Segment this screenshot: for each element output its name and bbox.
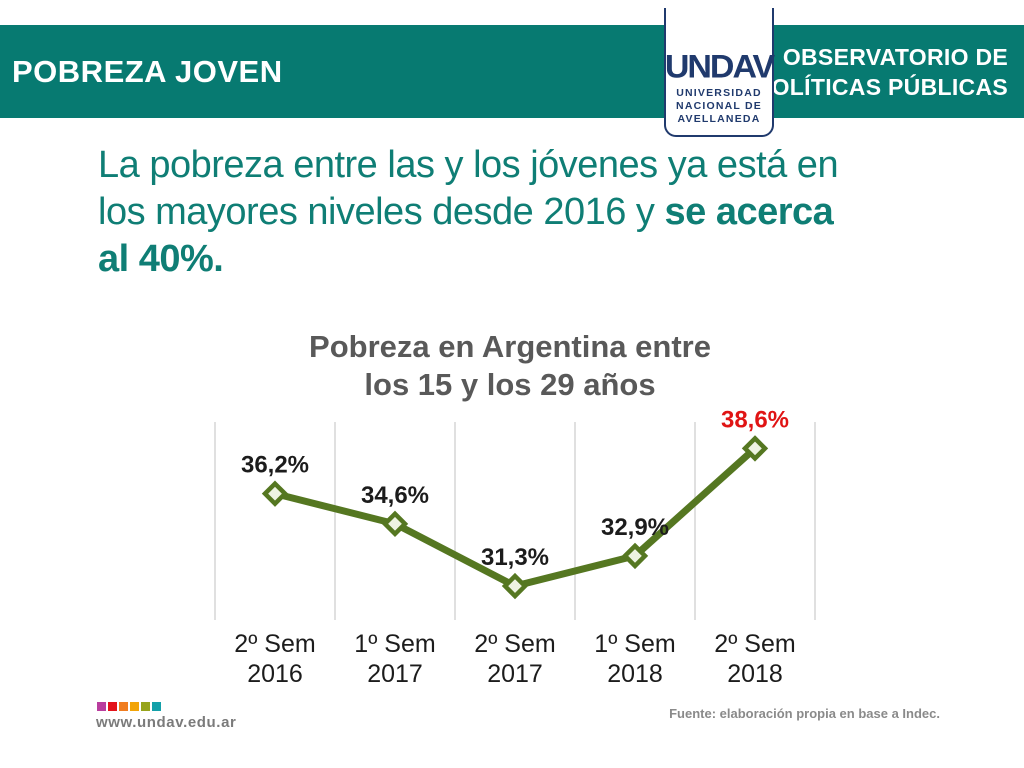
color-dot <box>108 702 117 711</box>
undav-logo-name: UNIVERSIDAD NACIONAL DE AVELLANEDA <box>676 87 762 126</box>
data-point-label: 31,3% <box>481 544 549 571</box>
x-axis-label: 1º Sem 2017 <box>354 630 435 688</box>
undav-logo: UNDAV UNIVERSIDAD NACIONAL DE AVELLANEDA <box>664 8 775 137</box>
data-point-marker <box>261 480 289 507</box>
x-axis-label: 2º Sem 2017 <box>474 630 555 688</box>
chart-title-line1: Pobreza en Argentina entre <box>309 329 711 364</box>
undav-logo-name-line2: NACIONAL DE <box>676 100 762 112</box>
color-dot <box>152 702 161 711</box>
source-note: Fuente: elaboración propia en base a Ind… <box>669 706 940 721</box>
organization-name-line1: OBSERVATORIO DE <box>782 43 1008 70</box>
data-point-marker <box>381 510 409 538</box>
data-point-label: 36,2% <box>241 452 309 479</box>
poverty-trend-line-chart: 36,2% 34,6% 31,3% 32,9% 38,6% 2º Sem 2016 1º Se… <box>214 406 816 688</box>
chart-title-line2: los 15 y los 29 años <box>364 367 656 402</box>
organization-name: OBSERVATORIO DE POLÍTICAS PÚBLICAS <box>756 25 1008 118</box>
undav-logo-name-line1: UNIVERSIDAD <box>676 87 762 99</box>
headline-emphasis-2: al 40%. <box>98 238 224 280</box>
headline-line1: La pobreza entre las y los jóvenes ya es… <box>98 144 839 186</box>
header-bar: POBREZA JOVEN OBSERVATORIO DE POLÍTICAS … <box>0 25 1024 118</box>
data-point-label: 32,9% <box>601 514 669 541</box>
footer-dots <box>97 702 161 711</box>
data-point-marker <box>621 542 649 570</box>
data-point-marker <box>501 572 529 600</box>
x-axis-label: 2º Sem 2016 <box>234 630 315 688</box>
color-dot <box>141 702 150 711</box>
color-dot <box>97 702 106 711</box>
headline-line2: los mayores niveles desde 2016 y se acer… <box>98 191 834 233</box>
headline-line3: al 40%. <box>98 236 958 283</box>
data-point-label: 34,6% <box>361 482 429 509</box>
undav-logo-name-line3: AVELLANEDA <box>677 113 761 125</box>
page-title: POBREZA JOVEN <box>12 53 283 89</box>
headline-emphasis-1: se acerca <box>664 191 834 233</box>
data-point-label-highlight: 38,6% <box>721 406 789 433</box>
color-dot <box>119 702 128 711</box>
color-dot <box>130 702 139 711</box>
chart-title: Pobreza en Argentina entre los 15 y los … <box>180 328 840 404</box>
x-axis-label: 1º Sem 2018 <box>594 630 675 688</box>
organization-name-line2: POLÍTICAS PÚBLICAS <box>755 73 1008 100</box>
data-point-marker <box>741 435 769 462</box>
headline-text: La pobreza entre las y los jóvenes ya es… <box>98 142 958 283</box>
undav-logo-wordmark: UNDAV <box>664 48 775 86</box>
x-axis-label: 2º Sem 2018 <box>714 630 795 688</box>
website-url[interactable]: www.undav.edu.ar <box>96 714 237 731</box>
